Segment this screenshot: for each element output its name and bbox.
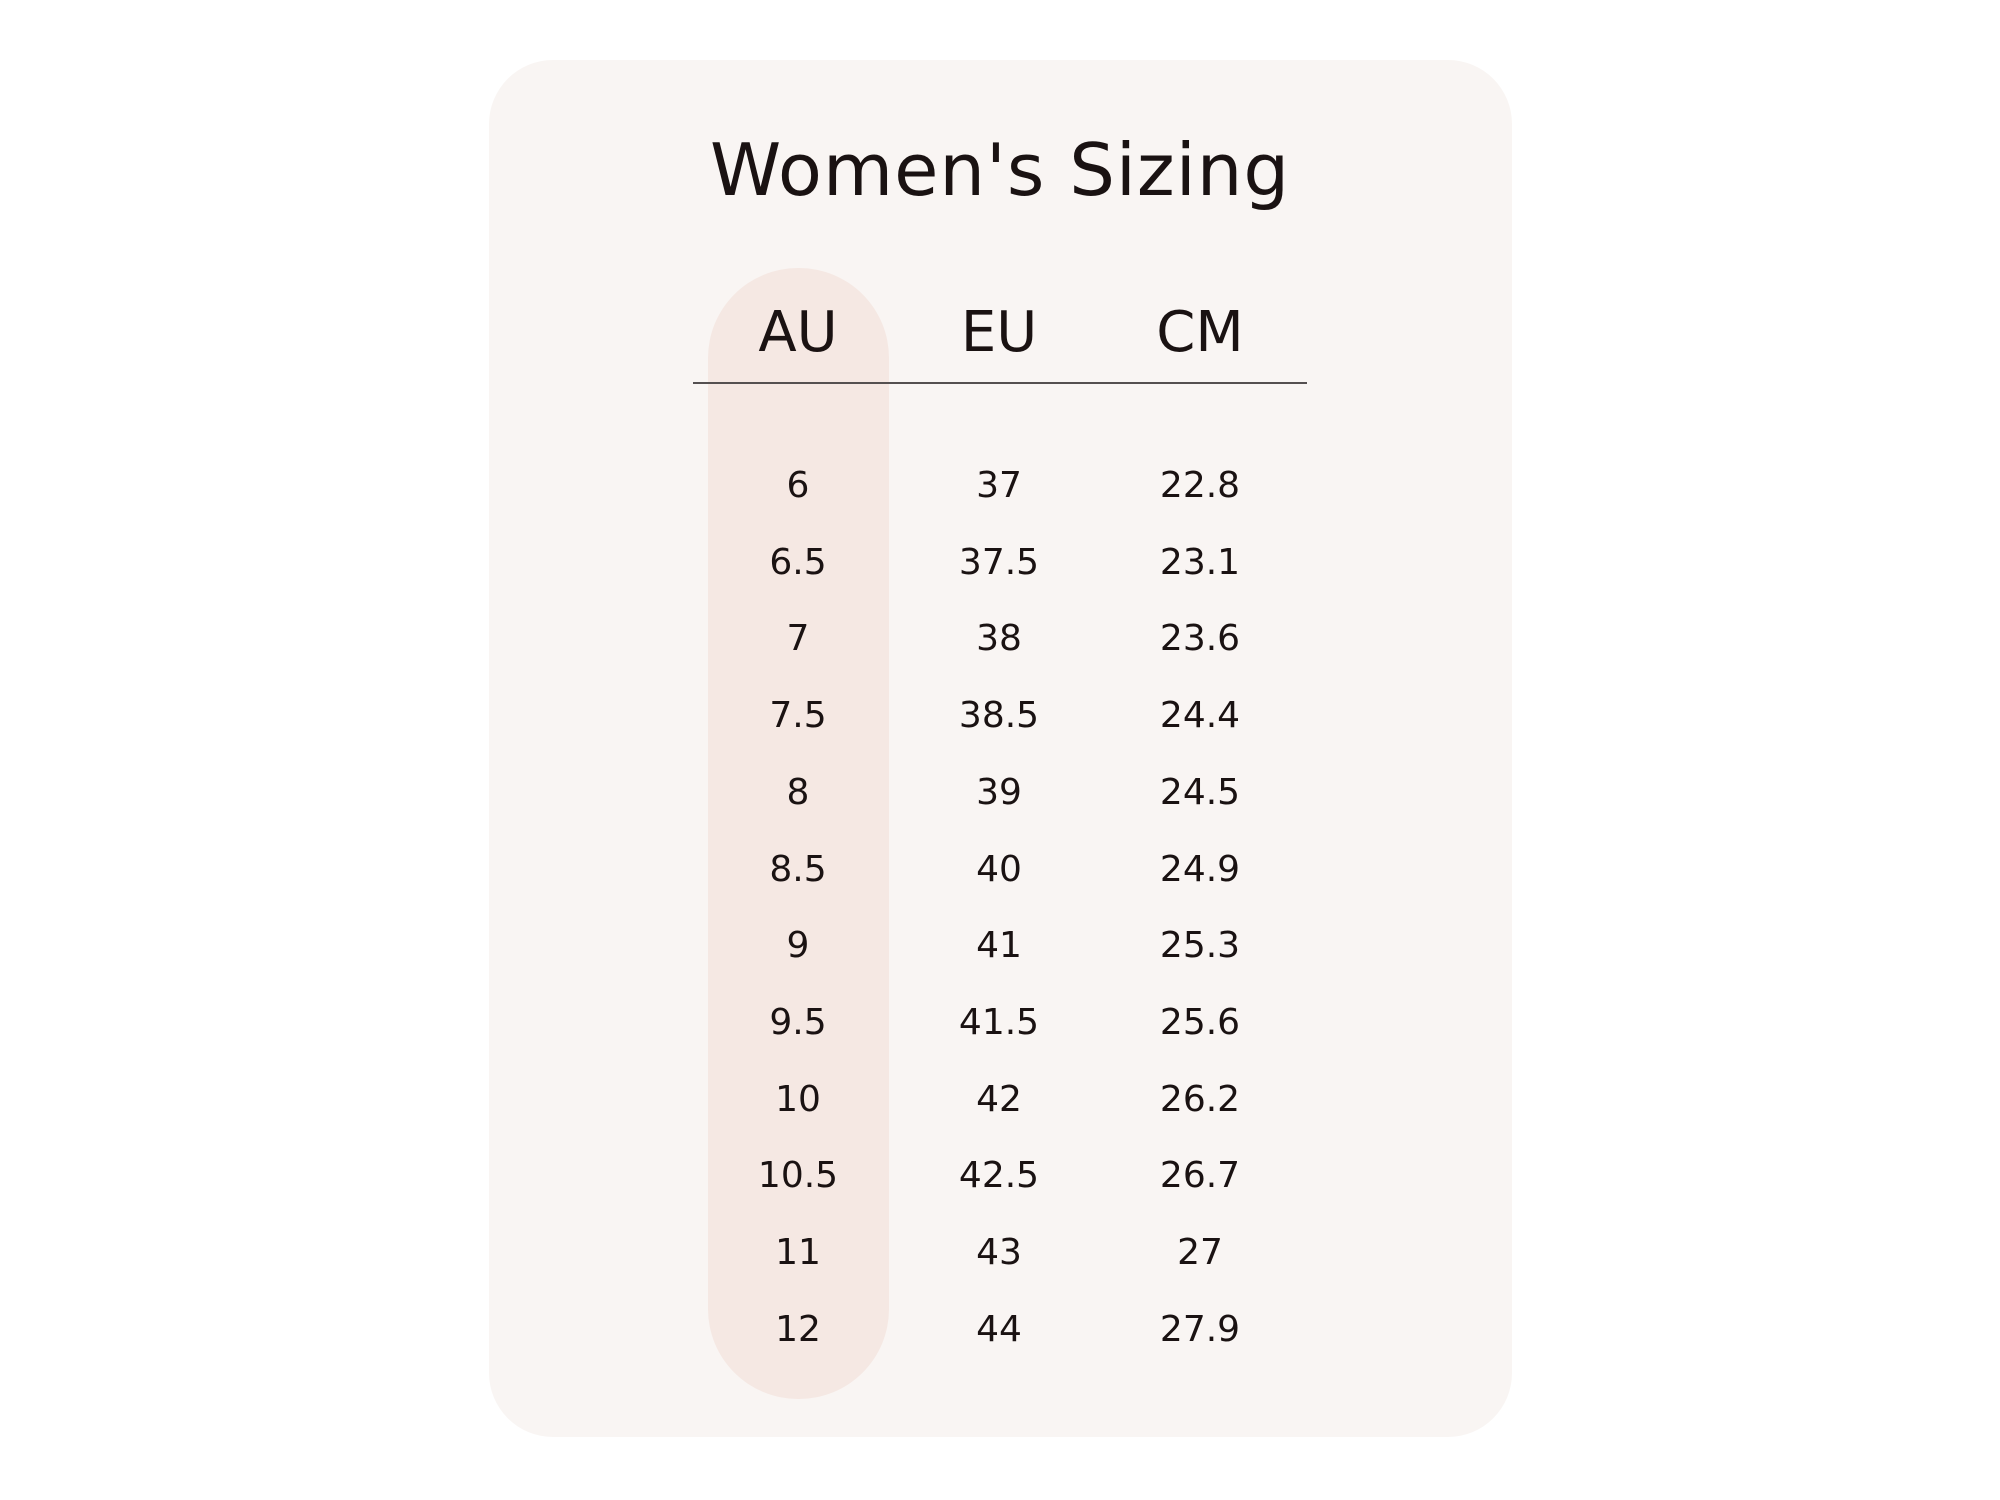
cell-eu: 39: [976, 771, 1022, 813]
cell-au: 7: [786, 618, 810, 660]
cell-eu: 41.5: [958, 1001, 1040, 1043]
cell-au: 6.5: [769, 541, 827, 583]
cell-cm: 25.3: [1159, 925, 1241, 967]
cell-cm: 27: [1177, 1232, 1223, 1273]
cell-eu: 38: [976, 618, 1022, 660]
cell-au: 7.5: [769, 695, 827, 737]
header-divider: [693, 382, 1307, 384]
cell-au: 9.5: [769, 1001, 827, 1043]
cell-eu: 42: [976, 1078, 1022, 1120]
cell-au: 8: [786, 771, 810, 813]
cell-eu: 38.5: [958, 695, 1040, 737]
cell-au: 6: [786, 465, 810, 506]
cell-cm: 27.9: [1159, 1308, 1241, 1350]
cell-eu: 43: [976, 1232, 1022, 1273]
column-header-eu: EU: [960, 300, 1038, 365]
cell-cm: 24.5: [1159, 771, 1241, 813]
cell-cm: 26.2: [1159, 1078, 1241, 1120]
cell-au: 8.5: [769, 848, 827, 890]
column-header-cm: CM: [1156, 300, 1244, 365]
cell-au: 12: [775, 1308, 821, 1350]
cell-eu: 37: [976, 465, 1022, 506]
cell-cm: 26.7: [1159, 1155, 1241, 1197]
cell-eu: 40: [976, 848, 1022, 890]
cell-cm: 23.1: [1159, 541, 1241, 583]
cell-cm: 25.6: [1159, 1001, 1241, 1043]
sizing-card: [489, 60, 1512, 1437]
cell-au: 11: [775, 1232, 821, 1273]
cell-cm: 24.9: [1159, 848, 1241, 890]
page-title: Women's Sizing: [709, 128, 1291, 212]
cell-eu: 42.5: [958, 1155, 1040, 1197]
cell-cm: 22.8: [1159, 465, 1241, 506]
column-header-au: AU: [758, 300, 838, 365]
au-column-highlight: [708, 268, 889, 1399]
cell-au: 10: [775, 1078, 821, 1120]
cell-eu: 41: [976, 925, 1022, 967]
cell-au: 10.5: [757, 1155, 839, 1197]
cell-eu: 37.5: [958, 541, 1040, 583]
cell-eu: 44: [976, 1308, 1022, 1350]
cell-cm: 23.6: [1159, 618, 1241, 660]
cell-cm: 24.4: [1159, 695, 1241, 737]
cell-au: 9: [786, 925, 810, 967]
